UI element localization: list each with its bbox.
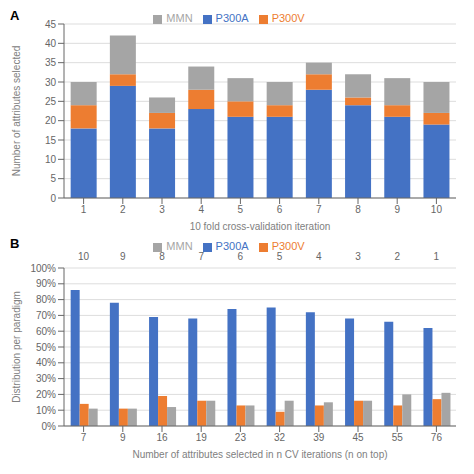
svg-text:3: 3	[159, 204, 165, 215]
svg-text:2: 2	[120, 204, 126, 215]
svg-text:32: 32	[274, 432, 286, 443]
svg-text:35: 35	[45, 57, 57, 68]
svg-text:30%: 30%	[36, 373, 56, 384]
svg-text:60%: 60%	[36, 326, 56, 337]
svg-text:10%: 10%	[36, 405, 56, 416]
svg-text:8: 8	[159, 251, 165, 262]
svg-text:5: 5	[238, 204, 244, 215]
svg-text:0: 0	[50, 193, 56, 204]
svg-text:Number of attributes selected: Number of attributes selected in n CV it…	[132, 449, 387, 460]
svg-text:40%: 40%	[36, 357, 56, 368]
svg-text:45: 45	[352, 432, 364, 443]
svg-text:7: 7	[198, 251, 204, 262]
svg-text:25: 25	[45, 96, 57, 107]
svg-text:4: 4	[198, 204, 204, 215]
html-text:MMN: MMN	[166, 240, 193, 252]
svg-text:90%: 90%	[36, 278, 56, 289]
html-text:P300A: P300A	[215, 240, 249, 252]
svg-text:16: 16	[156, 432, 168, 443]
svg-text:9: 9	[394, 204, 400, 215]
html-text:MMN: MMN	[166, 12, 193, 24]
html-text:P300V: P300V	[271, 12, 305, 24]
svg-text:100%: 100%	[30, 263, 56, 274]
svg-text:10: 10	[78, 251, 90, 262]
html-text:B: B	[10, 236, 20, 251]
svg-text:20%: 20%	[36, 389, 56, 400]
svg-text:Distribution per paradigm: Distribution per paradigm	[11, 291, 22, 403]
svg-text:6: 6	[238, 251, 244, 262]
svg-text:2: 2	[394, 251, 400, 262]
svg-text:7: 7	[316, 204, 322, 215]
svg-text:20: 20	[45, 115, 57, 126]
svg-text:7: 7	[81, 432, 87, 443]
html-text:P300V: P300V	[271, 240, 305, 252]
svg-text:15: 15	[45, 135, 57, 146]
svg-text:23: 23	[235, 432, 247, 443]
svg-text:9: 9	[120, 251, 126, 262]
svg-text:70%: 70%	[36, 310, 56, 321]
svg-text:10: 10	[431, 204, 443, 215]
html-text:A: A	[10, 8, 20, 23]
svg-text:6: 6	[277, 204, 283, 215]
svg-text:0%: 0%	[42, 421, 57, 432]
svg-text:40: 40	[45, 38, 57, 49]
svg-text:50%: 50%	[36, 342, 56, 353]
svg-text:19: 19	[196, 432, 208, 443]
svg-text:39: 39	[313, 432, 325, 443]
svg-text:55: 55	[392, 432, 404, 443]
svg-text:5: 5	[277, 251, 283, 262]
svg-text:30: 30	[45, 77, 57, 88]
svg-text:9: 9	[120, 432, 126, 443]
svg-text:8: 8	[355, 204, 361, 215]
svg-text:80%: 80%	[36, 294, 56, 305]
svg-text:45: 45	[45, 19, 57, 30]
svg-text:10 fold cross-validation itera: 10 fold cross-validation iteration	[190, 221, 331, 232]
svg-text:1: 1	[81, 204, 87, 215]
svg-text:10: 10	[45, 154, 57, 165]
svg-text:3: 3	[355, 251, 361, 262]
svg-text:76: 76	[431, 432, 443, 443]
svg-text:5: 5	[50, 173, 56, 184]
html-text:P300A: P300A	[215, 12, 249, 24]
svg-text:1: 1	[434, 251, 440, 262]
svg-text:4: 4	[316, 251, 322, 262]
svg-text:Number of attributes selected: Number of attributes selected	[11, 46, 22, 177]
